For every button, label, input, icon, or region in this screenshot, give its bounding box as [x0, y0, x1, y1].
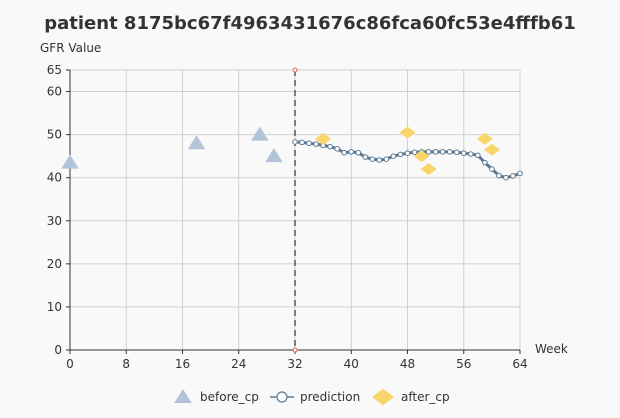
y-tick-label: 20: [47, 257, 62, 271]
prediction-point: [348, 149, 355, 155]
x-tick-label: 16: [175, 357, 190, 371]
prediction-point: [313, 141, 319, 147]
prediction-point: [355, 149, 362, 156]
prediction-point: [404, 150, 411, 156]
prediction-point: [453, 149, 460, 156]
change-point-bottom-marker: [292, 347, 298, 353]
chart-title: patient 8175bc67f4963431676c86fca60fc53e…: [44, 13, 576, 34]
x-tick-label: 32: [287, 357, 302, 371]
prediction-point: [327, 143, 333, 150]
x-tick-label: 8: [122, 357, 130, 371]
before-cp-point: [187, 135, 206, 150]
after-cp-point: [420, 163, 437, 176]
y-tick-label: 50: [47, 128, 62, 142]
prediction-point: [334, 146, 340, 152]
x-tick-label: 40: [344, 357, 359, 371]
prediction-point: [510, 173, 516, 179]
x-tick-label: 0: [66, 357, 74, 371]
x-axis-title: Week: [535, 342, 568, 356]
before-cp-point: [265, 148, 283, 163]
legend-label-after-cp: after_cp: [401, 390, 450, 404]
prediction-point: [475, 152, 481, 159]
prediction-point: [341, 149, 348, 156]
series-layer: [61, 67, 523, 353]
prediction-point: [369, 156, 376, 162]
after-cp-point: [476, 132, 493, 145]
prediction-point: [432, 149, 439, 155]
prediction-point: [517, 170, 523, 177]
prediction-point: [306, 140, 312, 147]
after-cp-point: [315, 132, 332, 145]
y-tick-label: 40: [47, 171, 62, 185]
after-cp-point: [483, 143, 500, 156]
before-cp-point: [251, 126, 269, 141]
prediction-point: [383, 156, 390, 162]
x-tick-label: 56: [456, 357, 471, 371]
prediction-point: [446, 149, 453, 155]
change-point-top-marker: [292, 67, 298, 73]
prediction-point: [503, 174, 509, 181]
prediction-point: [425, 149, 432, 155]
axis-layer: 0 8 16 24 32 40 48 56 64 0 10 20 30 40 50 60 65: [47, 63, 528, 371]
after-cp-point: [399, 126, 416, 139]
y-tick-label: 30: [47, 214, 62, 228]
y-tick-label: 0: [54, 343, 62, 357]
prediction-point: [496, 172, 502, 179]
prediction-point: [411, 149, 418, 156]
y-tick-label: 65: [47, 63, 62, 77]
y-tick-label: 60: [47, 85, 62, 99]
prediction-point: [482, 159, 488, 166]
prediction-point: [489, 166, 495, 172]
before-cp-point: [61, 154, 79, 169]
prediction-point: [362, 154, 369, 160]
legend-label-before-cp: before_cp: [200, 390, 259, 404]
x-tick-label: 48: [400, 357, 415, 371]
prediction-point: [397, 151, 404, 158]
prediction-point: [376, 157, 383, 163]
after-cp-point: [413, 150, 430, 163]
y-axis-title: GFR Value: [40, 41, 101, 55]
legend-label-prediction: prediction: [300, 390, 360, 404]
legend-symbol-after-cp: [372, 388, 394, 406]
prediction-point: [299, 139, 305, 146]
legend-symbol-prediction-marker: [276, 391, 288, 403]
legend: before_cp prediction after_cp: [174, 388, 450, 406]
legend-symbol-before-cp: [174, 389, 192, 403]
y-tick-label: 10: [47, 300, 62, 314]
x-tick-label: 64: [512, 357, 527, 371]
prediction-point: [292, 139, 298, 145]
x-tick-label: 24: [231, 357, 246, 371]
prediction-point: [390, 153, 397, 159]
prediction-point: [439, 149, 446, 155]
prediction-point: [467, 151, 474, 157]
prediction-point: [460, 150, 467, 156]
